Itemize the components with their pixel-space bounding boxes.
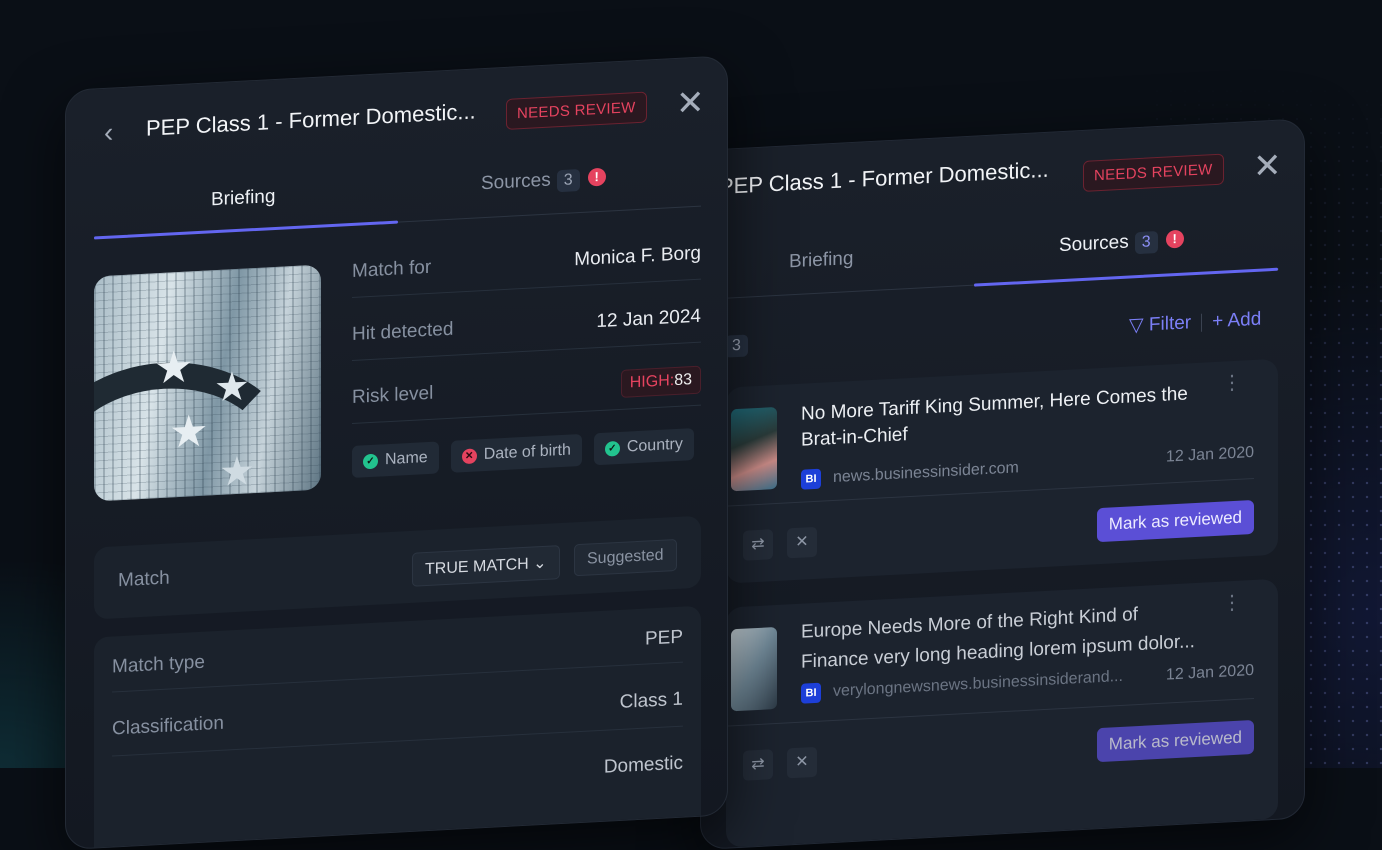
- details-section: Match type PEP Classification Class 1 Dome…: [94, 605, 701, 850]
- mark-as-reviewed-button[interactable]: Mark as reviewed: [1096, 499, 1254, 543]
- mark-as-reviewed-button[interactable]: Mark as reviewed: [1096, 719, 1254, 763]
- info-row-match-for: Match for Monica F. Borg: [352, 227, 701, 298]
- info-value: Monica F. Borg: [574, 242, 701, 270]
- detail-label: Match type: [112, 651, 205, 678]
- check-icon: ✓: [604, 440, 620, 457]
- article-date: 12 Jan 2020: [1165, 661, 1254, 684]
- sources-panel: PEP Class 1 - Former Domestic... NEEDS R…: [700, 118, 1305, 850]
- info-label: Risk level: [352, 382, 434, 408]
- info-value: 12 Jan 2024: [596, 305, 701, 332]
- chip-label: Date of birth: [483, 441, 571, 464]
- detail-value: PEP: [644, 626, 683, 650]
- chip-label: Country: [626, 435, 683, 456]
- tab-label: Briefing: [211, 185, 276, 211]
- info-label: Hit detected: [352, 318, 454, 345]
- back-chevron-icon[interactable]: ‹: [104, 116, 114, 148]
- swap-icon[interactable]: ⇄: [743, 529, 773, 561]
- profile-image: ★ ★ ★ ★: [94, 264, 321, 502]
- article-thumbnail: [731, 626, 777, 712]
- more-options-icon[interactable]: ⋮: [1222, 371, 1242, 395]
- status-badge: NEEDS REVIEW: [1083, 153, 1224, 192]
- risk-badge: HIGH:83: [620, 365, 701, 398]
- publisher-icon: BI: [801, 682, 821, 704]
- risk-label: HIGH:: [629, 371, 675, 391]
- sources-count-badge: 3: [556, 169, 580, 193]
- filter-button[interactable]: ▽ Filter: [1129, 311, 1191, 337]
- alert-icon: !: [1165, 229, 1184, 249]
- close-icon[interactable]: ✕: [676, 83, 705, 123]
- detail-value: Domestic: [603, 752, 683, 778]
- alert-icon: !: [587, 167, 606, 187]
- check-chip-country: ✓ Country: [593, 428, 694, 466]
- results-count: 3: [725, 334, 748, 358]
- sources-count-badge: 3: [1134, 231, 1158, 255]
- article-date: 12 Jan 2020: [1165, 443, 1254, 466]
- chip-label: Name: [385, 448, 428, 469]
- info-label: Match for: [352, 256, 432, 282]
- source-domain[interactable]: news.businessinsider.com: [833, 459, 1019, 487]
- tab-briefing[interactable]: Briefing: [789, 248, 853, 273]
- check-chip-name: ✓ Name: [352, 441, 439, 478]
- swap-icon[interactable]: ⇄: [743, 749, 773, 781]
- article-title[interactable]: Europe Needs More of the Right Kind of Fi…: [801, 597, 1195, 678]
- source-card[interactable]: No More Tariff King Summer, Here Comes t…: [726, 358, 1278, 584]
- active-tab-indicator: [94, 220, 398, 240]
- dismiss-icon[interactable]: ✕: [787, 746, 817, 779]
- divider: [1201, 313, 1203, 332]
- article-title[interactable]: No More Tariff King Summer, Here Comes t…: [801, 381, 1188, 453]
- select-value: TRUE MATCH: [425, 555, 529, 579]
- filter-icon: ▽: [1129, 314, 1144, 337]
- filter-label: Filter: [1148, 312, 1192, 336]
- match-status-select[interactable]: TRUE MATCH ⌄: [412, 545, 560, 587]
- close-icon[interactable]: ✕: [1253, 146, 1282, 187]
- active-tab-indicator: [974, 267, 1278, 287]
- chevron-down-icon: ⌄: [533, 554, 547, 573]
- detail-value: Class 1: [619, 688, 683, 713]
- more-options-icon[interactable]: ⋮: [1222, 591, 1242, 615]
- match-section: Match TRUE MATCH ⌄ Suggested: [94, 515, 701, 620]
- article-thumbnail: [731, 406, 777, 492]
- check-icon: ✓: [363, 453, 378, 469]
- detail-label: Classification: [112, 712, 224, 740]
- tab-label: Sources: [481, 169, 551, 195]
- risk-score: 83: [674, 370, 692, 389]
- tab-label: Sources: [1059, 231, 1129, 257]
- status-badge: NEEDS REVIEW: [506, 91, 647, 130]
- tab-sources[interactable]: Sources 3!: [481, 167, 606, 197]
- info-row-hit-detected: Hit detected 12 Jan 2024: [352, 290, 701, 361]
- add-button[interactable]: + Add: [1212, 308, 1262, 332]
- panel-title: PEP Class 1 - Former Domestic...: [719, 156, 1049, 200]
- x-icon: ✕: [461, 447, 477, 464]
- tab-briefing[interactable]: Briefing: [211, 186, 275, 211]
- match-label: Match: [118, 567, 170, 592]
- tab-sources[interactable]: Sources 3!: [1059, 229, 1184, 259]
- suggested-badge: Suggested: [574, 538, 677, 577]
- info-row-risk-level: Risk level HIGH:83: [352, 353, 701, 424]
- publisher-icon: BI: [801, 468, 821, 490]
- check-chip-date-of-birth: ✕ Date of birth: [450, 433, 582, 473]
- match-checks: ✓ Name ✕ Date of birth ✓ Country: [352, 427, 706, 478]
- tab-label: Briefing: [789, 247, 854, 273]
- dismiss-icon[interactable]: ✕: [787, 526, 817, 559]
- source-card[interactable]: Europe Needs More of the Right Kind of Fi…: [726, 578, 1278, 848]
- briefing-panel: ‹ PEP Class 1 - Former Domestic... NEEDS…: [65, 55, 728, 850]
- panel-title: PEP Class 1 - Former Domestic...: [146, 98, 476, 141]
